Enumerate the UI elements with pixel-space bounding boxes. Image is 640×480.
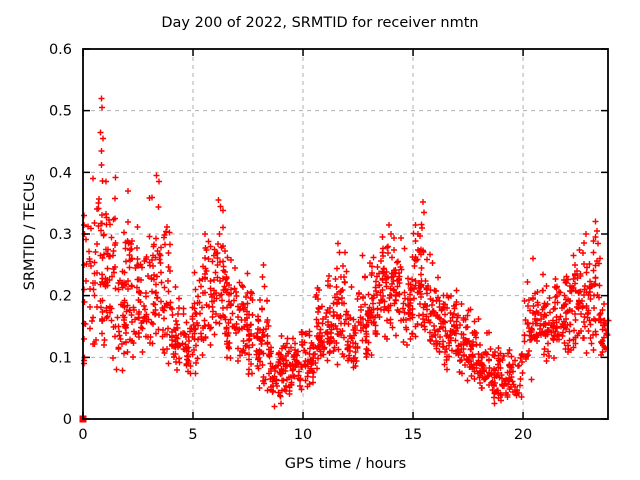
axis-ticks	[82, 48, 608, 420]
y-tick-label: 0.6	[49, 42, 72, 58]
chart-title: Day 200 of 2022, SRMTID for receiver nmt…	[161, 15, 479, 31]
y-axis-title: SRMTID / TECUs	[22, 173, 38, 291]
x-tick-label: 5	[188, 427, 197, 443]
y-tick-label: 0.2	[49, 289, 72, 305]
plot-border	[82, 48, 609, 420]
y-tick-label: 0	[63, 412, 72, 428]
y-tick-label: 0.1	[49, 350, 72, 366]
y-tick-label: 0.3	[49, 227, 72, 243]
y-tick-label: 0.4	[49, 165, 72, 181]
x-tick-label: 0	[78, 427, 87, 443]
grid-lines	[83, 49, 608, 419]
data-points	[81, 95, 612, 410]
x-axis-title: GPS time / hours	[284, 456, 407, 472]
data-points-layer	[79, 95, 612, 423]
y-tick-label: 0.5	[49, 104, 72, 120]
x-tick-label: 15	[404, 427, 422, 443]
x-tick-label: 20	[514, 427, 532, 443]
x-tick-label: 10	[294, 427, 312, 443]
